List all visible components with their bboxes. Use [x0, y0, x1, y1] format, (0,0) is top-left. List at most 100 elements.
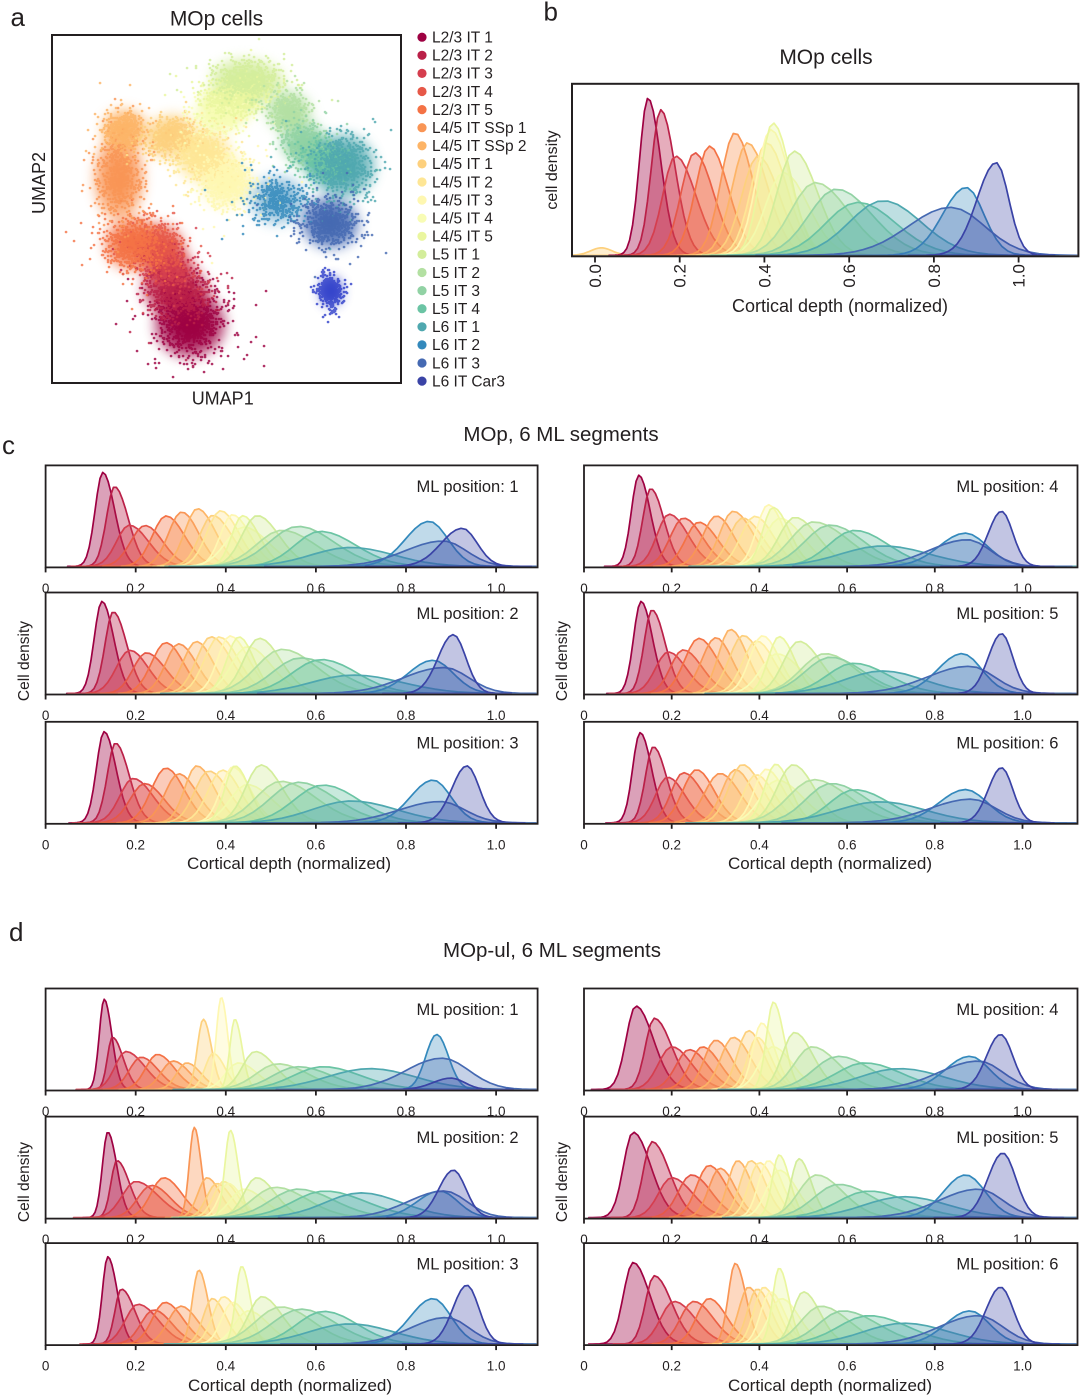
svg-text:0.8: 0.8 [925, 708, 944, 723]
svg-text:0.8: 0.8 [925, 1104, 944, 1119]
svg-text:MOp cells: MOp cells [170, 8, 263, 31]
svg-text:Cortical depth (normalized): Cortical depth (normalized) [728, 1376, 932, 1395]
svg-text:1.0: 1.0 [487, 708, 506, 723]
svg-text:c: c [2, 430, 15, 460]
svg-text:L4/5 IT 3: L4/5 IT 3 [432, 192, 493, 209]
svg-text:0.2: 0.2 [662, 581, 681, 596]
svg-text:0.4: 0.4 [216, 1232, 235, 1247]
svg-text:ML position: 1: ML position: 1 [416, 478, 518, 496]
svg-text:0.6: 0.6 [838, 837, 857, 852]
svg-text:0.6: 0.6 [307, 1232, 326, 1247]
svg-text:1.0: 1.0 [487, 581, 506, 596]
svg-text:0.2: 0.2 [662, 1232, 681, 1247]
svg-text:Cell density: Cell density [554, 621, 571, 701]
svg-text:ML position: 5: ML position: 5 [956, 605, 1058, 623]
svg-text:Cortical depth (normalized): Cortical depth (normalized) [188, 1376, 392, 1395]
svg-text:0: 0 [42, 581, 50, 596]
svg-text:d: d [9, 917, 23, 947]
svg-text:0.2: 0.2 [126, 581, 145, 596]
svg-text:MOp, 6 ML segments: MOp, 6 ML segments [463, 423, 658, 446]
svg-text:L2/3 IT 3: L2/3 IT 3 [432, 66, 493, 83]
svg-text:0.8: 0.8 [397, 1232, 416, 1247]
svg-text:ML position: 3: ML position: 3 [416, 734, 518, 752]
svg-text:0.2: 0.2 [662, 1104, 681, 1119]
svg-text:0.6: 0.6 [307, 1104, 326, 1119]
svg-text:L4/5 IT 2: L4/5 IT 2 [432, 174, 493, 191]
svg-text:0: 0 [580, 1104, 588, 1119]
svg-text:Cortical depth (normalized): Cortical depth (normalized) [732, 296, 948, 316]
svg-text:0.8: 0.8 [925, 264, 944, 288]
svg-text:L4/5 IT SSp 1: L4/5 IT SSp 1 [432, 120, 527, 137]
svg-text:L2/3 IT 1: L2/3 IT 1 [432, 30, 493, 47]
svg-text:0.2: 0.2 [126, 708, 145, 723]
svg-text:ML position: 2: ML position: 2 [416, 605, 518, 623]
svg-text:0: 0 [42, 1359, 50, 1374]
svg-text:1.0: 1.0 [487, 1232, 506, 1247]
svg-text:0.8: 0.8 [397, 837, 416, 852]
svg-text:L4/5 IT 5: L4/5 IT 5 [432, 229, 493, 246]
svg-text:0.8: 0.8 [925, 837, 944, 852]
svg-text:0.6: 0.6 [307, 708, 326, 723]
svg-text:Cell density: Cell density [16, 621, 33, 701]
svg-text:0.6: 0.6 [307, 837, 326, 852]
svg-text:0.6: 0.6 [838, 1104, 857, 1119]
svg-text:0.8: 0.8 [925, 1232, 944, 1247]
svg-text:0.2: 0.2 [126, 837, 145, 852]
svg-text:L5 IT 4: L5 IT 4 [432, 301, 480, 318]
svg-text:0: 0 [580, 837, 588, 852]
svg-text:1.0: 1.0 [1013, 1104, 1032, 1119]
svg-text:ML position: 4: ML position: 4 [956, 478, 1058, 496]
svg-text:0.8: 0.8 [925, 581, 944, 596]
svg-text:1.0: 1.0 [487, 1104, 506, 1119]
svg-text:0.4: 0.4 [750, 708, 769, 723]
svg-text:0.4: 0.4 [216, 1104, 235, 1119]
svg-text:1.0: 1.0 [487, 1359, 506, 1374]
svg-text:L5 IT 1: L5 IT 1 [432, 247, 480, 264]
svg-text:0: 0 [42, 837, 50, 852]
svg-text:0.0: 0.0 [586, 264, 605, 288]
svg-text:0.4: 0.4 [750, 1104, 769, 1119]
svg-text:1.0: 1.0 [1013, 581, 1032, 596]
svg-text:0: 0 [580, 581, 588, 596]
svg-text:1.0: 1.0 [1013, 1359, 1032, 1374]
svg-text:ML position: 1: ML position: 1 [416, 1001, 518, 1019]
svg-text:0.2: 0.2 [671, 264, 690, 288]
svg-text:Cortical depth (normalized): Cortical depth (normalized) [187, 854, 391, 873]
svg-text:cell density: cell density [544, 130, 561, 209]
svg-text:1.0: 1.0 [1013, 1232, 1032, 1247]
svg-text:0: 0 [580, 1232, 588, 1247]
svg-text:0: 0 [580, 1359, 588, 1374]
svg-text:L4/5 IT 1: L4/5 IT 1 [432, 156, 493, 173]
svg-text:0.6: 0.6 [838, 581, 857, 596]
svg-text:0.2: 0.2 [662, 837, 681, 852]
svg-text:1.0: 1.0 [1013, 708, 1032, 723]
svg-text:MOp cells: MOp cells [779, 46, 872, 69]
svg-text:Cell density: Cell density [16, 1142, 33, 1222]
svg-text:ML position: 4: ML position: 4 [956, 1001, 1058, 1019]
svg-text:a: a [11, 2, 26, 32]
svg-text:ML position: 6: ML position: 6 [956, 734, 1058, 752]
svg-text:0.8: 0.8 [397, 708, 416, 723]
svg-text:0: 0 [42, 1104, 50, 1119]
svg-text:ML position: 5: ML position: 5 [956, 1129, 1058, 1147]
svg-text:0: 0 [42, 1232, 50, 1247]
svg-text:0: 0 [580, 708, 588, 723]
svg-text:0.6: 0.6 [838, 708, 857, 723]
svg-text:ML position: 6: ML position: 6 [956, 1256, 1058, 1274]
svg-text:0.4: 0.4 [750, 837, 769, 852]
svg-text:L2/3 IT 4: L2/3 IT 4 [432, 84, 493, 101]
svg-text:L2/3 IT 5: L2/3 IT 5 [432, 102, 493, 119]
svg-text:0.4: 0.4 [216, 708, 235, 723]
svg-text:UMAP2: UMAP2 [29, 152, 49, 214]
svg-text:0: 0 [42, 708, 50, 723]
svg-text:MOp-ul, 6 ML segments: MOp-ul, 6 ML segments [443, 939, 661, 962]
svg-text:0.4: 0.4 [755, 264, 774, 288]
svg-text:L5 IT 2: L5 IT 2 [432, 265, 480, 282]
svg-text:L6 IT 2: L6 IT 2 [432, 337, 480, 354]
svg-text:L6 IT 3: L6 IT 3 [432, 355, 480, 372]
svg-text:0.2: 0.2 [126, 1232, 145, 1247]
svg-text:0.6: 0.6 [840, 264, 859, 288]
svg-text:ML position: 3: ML position: 3 [416, 1256, 518, 1274]
svg-text:0.2: 0.2 [662, 1359, 681, 1374]
svg-text:Cell density: Cell density [554, 1142, 571, 1222]
